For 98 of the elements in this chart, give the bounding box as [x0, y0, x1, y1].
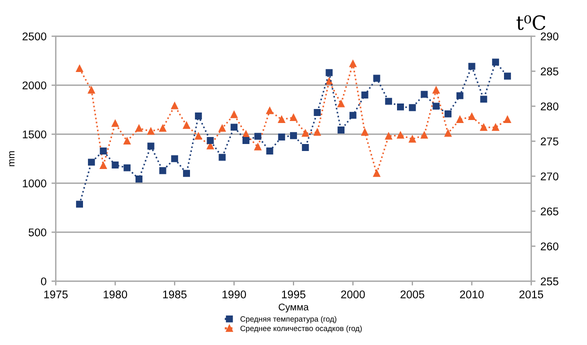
- point: [278, 116, 286, 123]
- y-tick-label: 1000: [22, 179, 46, 188]
- point: [242, 137, 250, 144]
- y2-tick-label: 270: [540, 172, 558, 180]
- y2-tick-label: 255: [540, 277, 558, 286]
- point: [194, 132, 202, 140]
- y-axis-title: mm: [9, 151, 14, 166]
- point: [278, 134, 286, 140]
- y-tick-label: 2500: [22, 32, 46, 40]
- y-tick-label: 0: [40, 277, 46, 286]
- point: [302, 130, 309, 137]
- point: [254, 132, 262, 140]
- point: [468, 113, 476, 120]
- point: [349, 60, 356, 68]
- point: [314, 128, 321, 136]
- point: [373, 74, 380, 82]
- point: [218, 124, 226, 132]
- point: [159, 167, 166, 174]
- point: [361, 128, 368, 136]
- point: [492, 58, 500, 66]
- y2-tick-label: 260: [540, 242, 558, 250]
- x-tick-label: 2015: [519, 290, 544, 298]
- point: [326, 78, 333, 85]
- y2-tick-label: 285: [540, 67, 558, 76]
- point: [480, 96, 488, 103]
- point: [112, 120, 119, 127]
- x-tick-label: 1990: [222, 290, 246, 298]
- y2-tick-label: 280: [540, 102, 558, 110]
- point: [456, 92, 464, 100]
- point: [480, 124, 488, 131]
- point: [326, 69, 333, 76]
- point: [254, 143, 262, 150]
- point: [432, 102, 440, 110]
- x-tick-label: 1980: [104, 290, 128, 298]
- point: [373, 170, 380, 177]
- point: [361, 92, 368, 98]
- point: [408, 136, 416, 143]
- y-tick-label: 2000: [22, 81, 46, 90]
- point: [504, 72, 511, 80]
- point: [397, 132, 404, 139]
- point: [290, 132, 297, 140]
- point: [456, 116, 464, 123]
- y-tick-label: 500: [28, 228, 46, 236]
- point: [266, 107, 274, 114]
- point: [338, 126, 345, 134]
- point: [302, 144, 309, 151]
- point: [171, 155, 178, 162]
- point: [76, 65, 84, 72]
- point: [408, 104, 416, 112]
- point: [444, 130, 452, 137]
- point: [124, 164, 131, 172]
- point: [230, 124, 238, 131]
- y2-tick-label: 290: [540, 32, 558, 40]
- point: [432, 86, 440, 94]
- point: [349, 112, 356, 119]
- point: [397, 103, 404, 110]
- point: [492, 124, 500, 131]
- x-tick-label: 2010: [460, 290, 484, 298]
- point: [420, 90, 428, 98]
- y-tick-label: 1500: [22, 130, 46, 138]
- point: [338, 100, 345, 108]
- point: [444, 110, 452, 118]
- point: [183, 122, 190, 129]
- x-tick-label: 2000: [341, 290, 365, 298]
- point: [183, 170, 190, 177]
- y2-tick-label: 275: [540, 137, 558, 146]
- point: [468, 62, 476, 70]
- point: [147, 142, 154, 150]
- point: [171, 102, 178, 110]
- y2-tick-label: 265: [540, 207, 558, 216]
- point: [88, 86, 95, 94]
- point: [266, 148, 274, 154]
- point: [385, 132, 392, 140]
- point: [504, 116, 511, 123]
- point: [147, 128, 154, 135]
- point: [314, 109, 321, 116]
- point: [124, 138, 131, 145]
- point: [230, 111, 238, 118]
- x-axis-title: Сумма: [278, 304, 309, 312]
- point: [112, 162, 119, 168]
- point: [76, 200, 84, 208]
- x-tick-label: 1995: [282, 290, 306, 298]
- y2-axis-title: t⁰C: [516, 15, 546, 30]
- point: [385, 98, 392, 105]
- x-tick-label: 1975: [44, 290, 68, 298]
- x-tick-label: 2005: [400, 290, 424, 298]
- point: [100, 148, 107, 154]
- point: [218, 154, 226, 161]
- point: [136, 176, 142, 182]
- point: [159, 124, 166, 132]
- point: [206, 137, 214, 144]
- point: [290, 114, 297, 122]
- point: [136, 124, 142, 132]
- point: [100, 162, 107, 170]
- x-tick-label: 1985: [163, 290, 187, 298]
- point: [420, 132, 428, 139]
- point: [194, 112, 202, 120]
- point: [88, 158, 95, 166]
